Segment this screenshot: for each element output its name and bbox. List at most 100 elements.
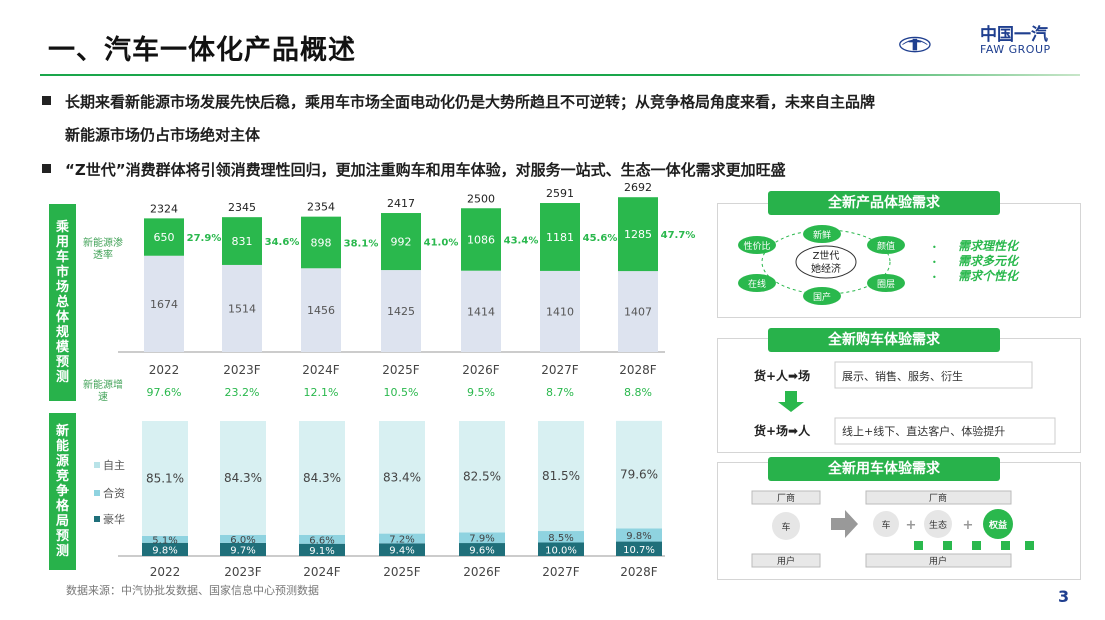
- tick-competition-2024F: 2024F: [303, 565, 341, 579]
- label-ice-2026F: 1414: [467, 305, 495, 318]
- tick-competition-2022: 2022: [150, 565, 181, 579]
- tick-competition-2028F: 2028F: [620, 565, 658, 579]
- header-rule: [40, 74, 1080, 76]
- label-ice-2028F: 1407: [624, 306, 652, 319]
- legend-合资: 合资: [103, 486, 125, 500]
- bar-合资-2027F: [538, 531, 584, 543]
- label-ice-2024F: 1456: [307, 304, 335, 317]
- bar-合资-2024F: [299, 534, 345, 544]
- bar-豪华-2028F: [616, 541, 662, 556]
- bar-nev-2025F: [381, 213, 421, 271]
- label-total-2024F: 2354: [307, 201, 335, 214]
- label-nev-2022: 650: [154, 231, 175, 244]
- label-自主-2027F: 81.5%: [542, 469, 580, 483]
- product-panel-title: 全新产品体验需求: [768, 191, 1000, 215]
- logo-text-cn: 中国一汽: [980, 25, 1048, 45]
- bullet-1-line-1: 长期来看新能源市场发展先快后稳，乘用车市场全面电动化仍是大势所趋且不可逆转；从竞…: [65, 93, 876, 111]
- bar-自主-2028F: [616, 420, 662, 529]
- label-total-2025F: 2417: [387, 197, 415, 210]
- product-panel: [717, 203, 1081, 318]
- bar-豪华-2022: [142, 542, 188, 556]
- bar-ice-2022: [144, 255, 184, 352]
- tick-market-2024F: 2024F: [302, 363, 340, 377]
- legend-swatch-合资: [94, 490, 100, 496]
- tick-market-2028F: 2028F: [619, 363, 657, 377]
- label-growth-2024F: 12.1%: [304, 386, 339, 399]
- bullet-1-line-2: 新能源市场仍占市场绝对主体: [65, 126, 261, 144]
- bar-nev-2028F: [618, 197, 658, 272]
- bullet-2-line-1: “Z世代”消费群体将引领消费理性回归，更加注重购车和用车体验，对服务一站式、生态…: [65, 161, 786, 179]
- label-ice-2025F: 1425: [387, 305, 415, 318]
- bar-自主-2025F: [379, 421, 425, 534]
- label-nev-2026F: 1086: [467, 233, 495, 246]
- bar-ice-2023F: [222, 264, 262, 352]
- bar-合资-2025F: [379, 533, 425, 544]
- label-penetration-2022: 27.9%: [187, 233, 222, 244]
- bar-豪华-2023F: [220, 542, 266, 556]
- label-豪华-2022: 9.8%: [152, 545, 177, 556]
- bar-ice-2027F: [540, 270, 580, 352]
- label-自主-2024F: 84.3%: [303, 471, 341, 485]
- label-growth-2026F: 9.5%: [467, 386, 495, 399]
- label-ice-2022: 1674: [150, 298, 178, 311]
- label-total-2026F: 2500: [467, 192, 495, 205]
- tick-competition-2023F: 2023F: [224, 565, 262, 579]
- bar-nev-2022: [144, 218, 184, 256]
- tick-competition-2026F: 2026F: [463, 565, 501, 579]
- label-ice-2027F: 1410: [546, 305, 574, 318]
- label-growth-2028F: 8.8%: [624, 386, 652, 399]
- bar-豪华-2027F: [538, 542, 584, 556]
- tick-market-2025F: 2025F: [382, 363, 420, 377]
- label-growth-2023F: 23.2%: [225, 386, 260, 399]
- label-自主-2022: 85.1%: [146, 471, 184, 485]
- label-penetration-2025F: 41.0%: [424, 238, 459, 249]
- label-豪华-2027F: 10.0%: [545, 545, 577, 556]
- label-growth-2022: 97.6%: [147, 386, 182, 399]
- usage-panel-title: 全新用车体验需求: [768, 457, 1000, 481]
- penetration-label: 新能源渗透率: [83, 238, 123, 261]
- label-合资-2026F: 7.9%: [469, 534, 494, 545]
- label-自主-2026F: 82.5%: [463, 470, 501, 484]
- label-豪华-2026F: 9.6%: [469, 546, 494, 557]
- bar-自主-2024F: [299, 421, 345, 535]
- bar-nev-2026F: [461, 208, 501, 271]
- side-label-competition: 新能源竞争格局预测: [49, 413, 76, 570]
- tick-competition-2027F: 2027F: [542, 565, 580, 579]
- legend-swatch-豪华: [94, 516, 100, 522]
- bar-合资-2023F: [220, 534, 266, 543]
- bullet-square-icon: [42, 96, 51, 105]
- logo-text-en: FAW GROUP: [980, 43, 1051, 56]
- label-nev-2027F: 1181: [546, 231, 574, 244]
- label-豪华-2024F: 9.1%: [309, 546, 334, 557]
- tick-market-2026F: 2026F: [462, 363, 500, 377]
- bar-合资-2028F: [616, 528, 662, 542]
- label-total-2023F: 2345: [228, 201, 256, 214]
- label-合资-2023F: 6.0%: [230, 535, 255, 546]
- tick-market-2023F: 2023F: [223, 363, 261, 377]
- growth-label: 新能源增速: [83, 380, 123, 403]
- bar-ice-2026F: [461, 270, 501, 352]
- bar-nev-2027F: [540, 203, 580, 271]
- purchase-panel-title: 全新购车体验需求: [768, 328, 1000, 352]
- label-豪华-2025F: 9.4%: [389, 546, 414, 557]
- label-ice-2023F: 1514: [228, 302, 256, 315]
- bar-ice-2028F: [618, 271, 658, 352]
- label-自主-2028F: 79.6%: [620, 468, 658, 482]
- bar-豪华-2024F: [299, 543, 345, 556]
- label-合资-2022: 5.1%: [152, 535, 177, 546]
- page-number: 3: [1058, 587, 1070, 606]
- bar-自主-2023F: [220, 421, 266, 535]
- bullet-1: 长期来看新能源市场发展先快后稳，乘用车市场全面电动化仍是大势所趋且不可逆转；从竞…: [42, 86, 1082, 152]
- bar-nev-2024F: [301, 216, 341, 269]
- bar-自主-2022: [142, 421, 188, 536]
- label-自主-2025F: 83.4%: [383, 470, 421, 484]
- tick-market-2027F: 2027F: [541, 363, 579, 377]
- bar-豪华-2025F: [379, 543, 425, 556]
- label-nev-2028F: 1285: [624, 228, 652, 241]
- legend-swatch-自主: [94, 462, 100, 468]
- label-penetration-2028F: 47.7%: [661, 230, 696, 241]
- tick-competition-2025F: 2025F: [383, 565, 421, 579]
- label-nev-2023F: 831: [232, 235, 253, 248]
- data-source: 数据来源：中汽协批发数据、国家信息中心预测数据: [66, 584, 319, 597]
- label-growth-2027F: 8.7%: [546, 386, 574, 399]
